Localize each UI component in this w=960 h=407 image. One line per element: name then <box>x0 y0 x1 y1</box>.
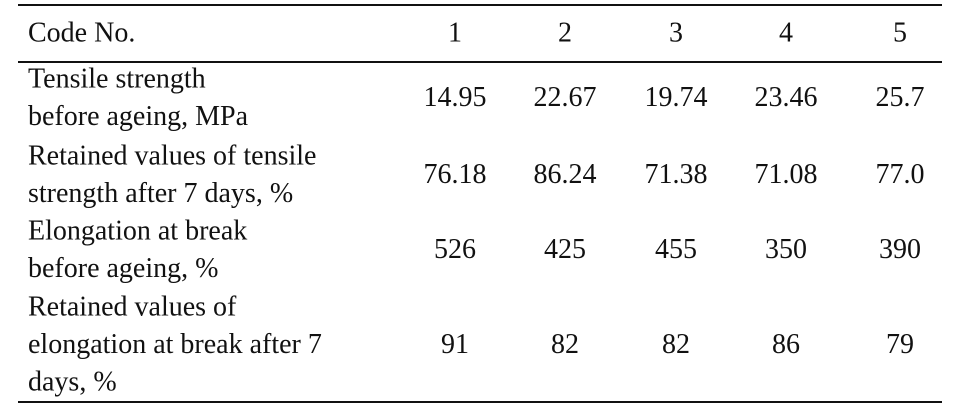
header-cell: 1 <box>448 17 462 48</box>
row-label: Retained values of <box>28 291 237 322</box>
cell: 25.7 <box>876 82 925 113</box>
cell: 350 <box>765 234 807 265</box>
row-label: Elongation at break <box>28 215 247 246</box>
cell: 390 <box>879 234 921 265</box>
cell: 14.95 <box>424 82 487 113</box>
header-cell: 5 <box>893 17 907 48</box>
cell: 71.08 <box>755 159 818 190</box>
header-cell: 2 <box>558 17 572 48</box>
cell: 79 <box>886 329 914 360</box>
cell: 455 <box>655 234 697 265</box>
cell: 86 <box>772 329 800 360</box>
cell: 76.18 <box>424 159 487 190</box>
cell: 82 <box>551 329 579 360</box>
cell: 22.67 <box>534 82 597 113</box>
row-label: strength after 7 days, % <box>28 178 293 209</box>
row-label: before ageing, % <box>28 253 218 284</box>
header-cell: Code No. <box>28 17 135 48</box>
cell: 71.38 <box>645 159 708 190</box>
cell: 82 <box>662 329 690 360</box>
header-cell: 4 <box>779 17 793 48</box>
cell: 77.0 <box>876 159 925 190</box>
cell: 526 <box>434 234 476 265</box>
cell: 23.46 <box>755 82 818 113</box>
row-label: Retained values of tensile <box>28 140 316 171</box>
row-label: days, % <box>28 366 117 397</box>
row-label: elongation at break after 7 <box>28 329 322 360</box>
row-label: before ageing, MPa <box>28 101 249 132</box>
header-cell: 3 <box>669 17 683 48</box>
row-label: Tensile strength <box>28 63 206 94</box>
cell: 19.74 <box>645 82 708 113</box>
cell: 86.24 <box>534 159 597 190</box>
cell: 425 <box>544 234 586 265</box>
cell: 91 <box>441 329 469 360</box>
